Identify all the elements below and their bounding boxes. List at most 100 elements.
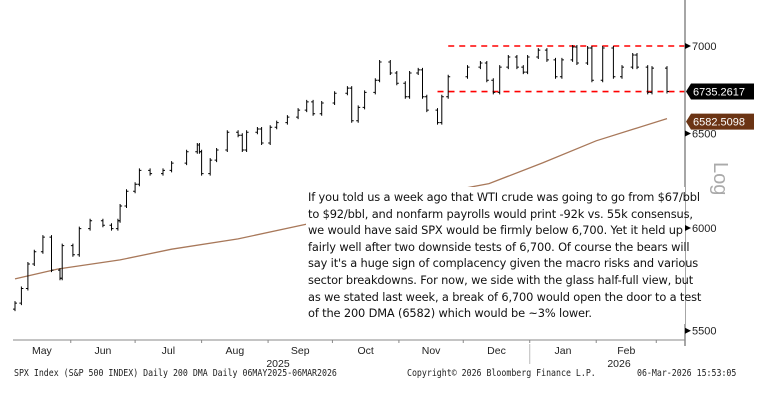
price-bar xyxy=(536,48,541,59)
price-bar xyxy=(332,91,337,105)
price-bar xyxy=(420,67,425,99)
note-line: sector breakdowns. For now, we side with… xyxy=(308,272,694,287)
price-bar xyxy=(388,60,393,75)
price-bar xyxy=(345,86,350,96)
price-bar xyxy=(497,65,502,95)
price-bar xyxy=(240,133,245,152)
price-bar xyxy=(553,57,558,79)
copyright: Copyright© 2026 Bloomberg Finance L.P. xyxy=(407,368,596,379)
y-tick-label: 6500 xyxy=(692,128,716,140)
price-bar xyxy=(491,78,496,95)
price-bar xyxy=(161,168,165,176)
price-bar xyxy=(148,168,153,176)
price-bar xyxy=(214,148,219,163)
price-bar xyxy=(88,218,93,231)
price-bar xyxy=(635,53,639,70)
price-bar xyxy=(630,53,635,70)
price-bar xyxy=(118,204,123,223)
price-bar xyxy=(478,61,483,70)
price-bar xyxy=(19,286,24,306)
price-bar xyxy=(274,120,279,130)
month-label: Feb xyxy=(617,345,635,357)
month-label: Oct xyxy=(357,345,373,357)
price-bar xyxy=(424,94,429,113)
note-line: we would have said SPX would be firmly b… xyxy=(308,223,683,238)
price-bar xyxy=(13,301,17,312)
price-bar xyxy=(77,226,82,257)
price-bar xyxy=(259,127,264,145)
price-bar xyxy=(124,189,129,208)
price-bar xyxy=(285,115,290,125)
price-bar xyxy=(611,46,616,79)
price-bar xyxy=(268,125,273,145)
price-bar xyxy=(244,130,249,152)
note-line: fairly well after two downside tests of … xyxy=(308,239,690,254)
price-bar xyxy=(620,65,624,79)
month-label: May xyxy=(32,345,53,357)
price-bar xyxy=(407,71,412,99)
price-bar xyxy=(403,81,408,99)
note-line: say it's a huge sign of complacency give… xyxy=(308,256,699,271)
y-tick-label: 6000 xyxy=(692,223,716,235)
price-bar xyxy=(304,99,309,113)
dma-value-tag xyxy=(686,113,754,130)
month-label: Jun xyxy=(94,345,111,357)
price-bar xyxy=(665,66,669,94)
price-bar xyxy=(199,149,204,176)
price-bar xyxy=(70,243,75,257)
price-bar xyxy=(650,66,654,95)
price-bar xyxy=(514,55,519,70)
price-bar xyxy=(544,48,549,62)
timestamp: 06-Mar-2026 15:53:05 xyxy=(637,368,737,379)
note-line: If you told us a week ago that WTI crude… xyxy=(308,190,700,204)
note-line: to $92/bbl, and nonfarm payrolls would p… xyxy=(308,206,693,221)
price-bar xyxy=(100,218,105,228)
price-bar xyxy=(32,249,37,266)
scale-label: Log xyxy=(709,162,731,195)
price-bar xyxy=(311,99,316,116)
price-bar xyxy=(525,55,530,75)
y-tick-label: 5500 xyxy=(692,326,716,338)
price-bar xyxy=(416,67,421,75)
month-label: Jan xyxy=(555,345,572,357)
note-line: as we stated last week, a break of 6,700… xyxy=(308,289,702,304)
month-label: Dec xyxy=(487,345,506,357)
price-value-label: 6735.2617 xyxy=(693,87,745,99)
price-bar xyxy=(645,65,650,95)
price-bar xyxy=(373,78,378,95)
price-bar xyxy=(362,90,367,110)
price-bar xyxy=(109,223,114,231)
price-bar xyxy=(585,46,590,65)
price-bar xyxy=(225,130,230,152)
price-bar xyxy=(574,45,579,65)
price-bar xyxy=(208,158,213,176)
y-tick-mark xyxy=(685,327,691,334)
price-bar xyxy=(25,262,30,291)
price-bar xyxy=(255,127,260,135)
price-bar xyxy=(169,161,174,173)
price-bar xyxy=(49,235,54,273)
price-bar xyxy=(40,235,45,254)
y-tick-label: 7000 xyxy=(692,41,716,53)
dma-value-label: 6582.5098 xyxy=(693,117,745,129)
price-value-tag xyxy=(686,83,754,100)
price-bar xyxy=(521,65,526,75)
price-bar xyxy=(465,65,470,79)
price-bar xyxy=(236,130,241,138)
price-bar xyxy=(319,101,324,116)
price-bar xyxy=(377,60,382,83)
price-bar xyxy=(349,86,354,123)
price-bar xyxy=(394,71,399,86)
price-bar xyxy=(435,108,440,125)
price-bar xyxy=(600,46,605,83)
price-bar xyxy=(184,149,189,166)
y-tick-mark xyxy=(685,43,691,49)
price-bar xyxy=(559,57,564,79)
y-tick-mark xyxy=(685,130,691,137)
price-bar xyxy=(484,61,489,83)
price-bar xyxy=(356,105,361,123)
price-bar xyxy=(296,108,301,120)
month-label: Sep xyxy=(291,345,310,357)
price-bar xyxy=(570,45,575,62)
